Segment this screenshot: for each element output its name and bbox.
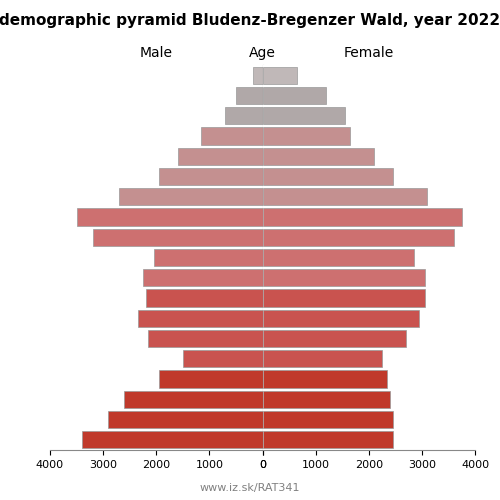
Bar xyxy=(183,350,262,368)
Title: Female: Female xyxy=(344,46,394,60)
Bar xyxy=(119,188,262,206)
Bar xyxy=(76,208,262,226)
Bar xyxy=(262,310,419,327)
Bar xyxy=(202,128,262,144)
Text: demographic pyramid Bludenz-Bregenzer Wald, year 2022: demographic pyramid Bludenz-Bregenzer Wa… xyxy=(0,12,500,28)
Bar xyxy=(124,390,262,408)
Bar xyxy=(262,87,326,104)
Bar xyxy=(262,148,374,165)
Bar xyxy=(253,66,262,84)
Bar xyxy=(159,168,262,185)
Bar xyxy=(262,128,350,144)
Bar xyxy=(262,107,345,124)
Bar xyxy=(262,208,462,226)
Bar xyxy=(82,432,262,448)
Bar xyxy=(262,269,424,286)
Text: www.iz.sk/RAT341: www.iz.sk/RAT341 xyxy=(200,482,300,492)
Bar xyxy=(262,390,390,408)
Bar xyxy=(178,148,262,165)
Bar xyxy=(138,310,262,327)
Bar xyxy=(262,290,424,306)
Bar xyxy=(262,370,388,388)
Bar xyxy=(143,269,262,286)
Bar xyxy=(92,228,262,246)
Bar xyxy=(262,350,382,368)
Bar xyxy=(236,87,262,104)
Bar xyxy=(262,330,406,347)
Bar xyxy=(108,411,262,428)
Bar xyxy=(226,107,262,124)
Bar xyxy=(148,330,262,347)
Bar xyxy=(146,290,262,306)
Bar xyxy=(262,432,392,448)
Text: Age: Age xyxy=(249,46,276,60)
Bar xyxy=(154,249,262,266)
Bar xyxy=(262,228,454,246)
Bar xyxy=(262,168,392,185)
Title: Male: Male xyxy=(140,46,173,60)
Bar xyxy=(262,249,414,266)
Bar xyxy=(262,411,392,428)
Bar xyxy=(262,188,427,206)
Bar xyxy=(159,370,262,388)
Bar xyxy=(262,66,297,84)
